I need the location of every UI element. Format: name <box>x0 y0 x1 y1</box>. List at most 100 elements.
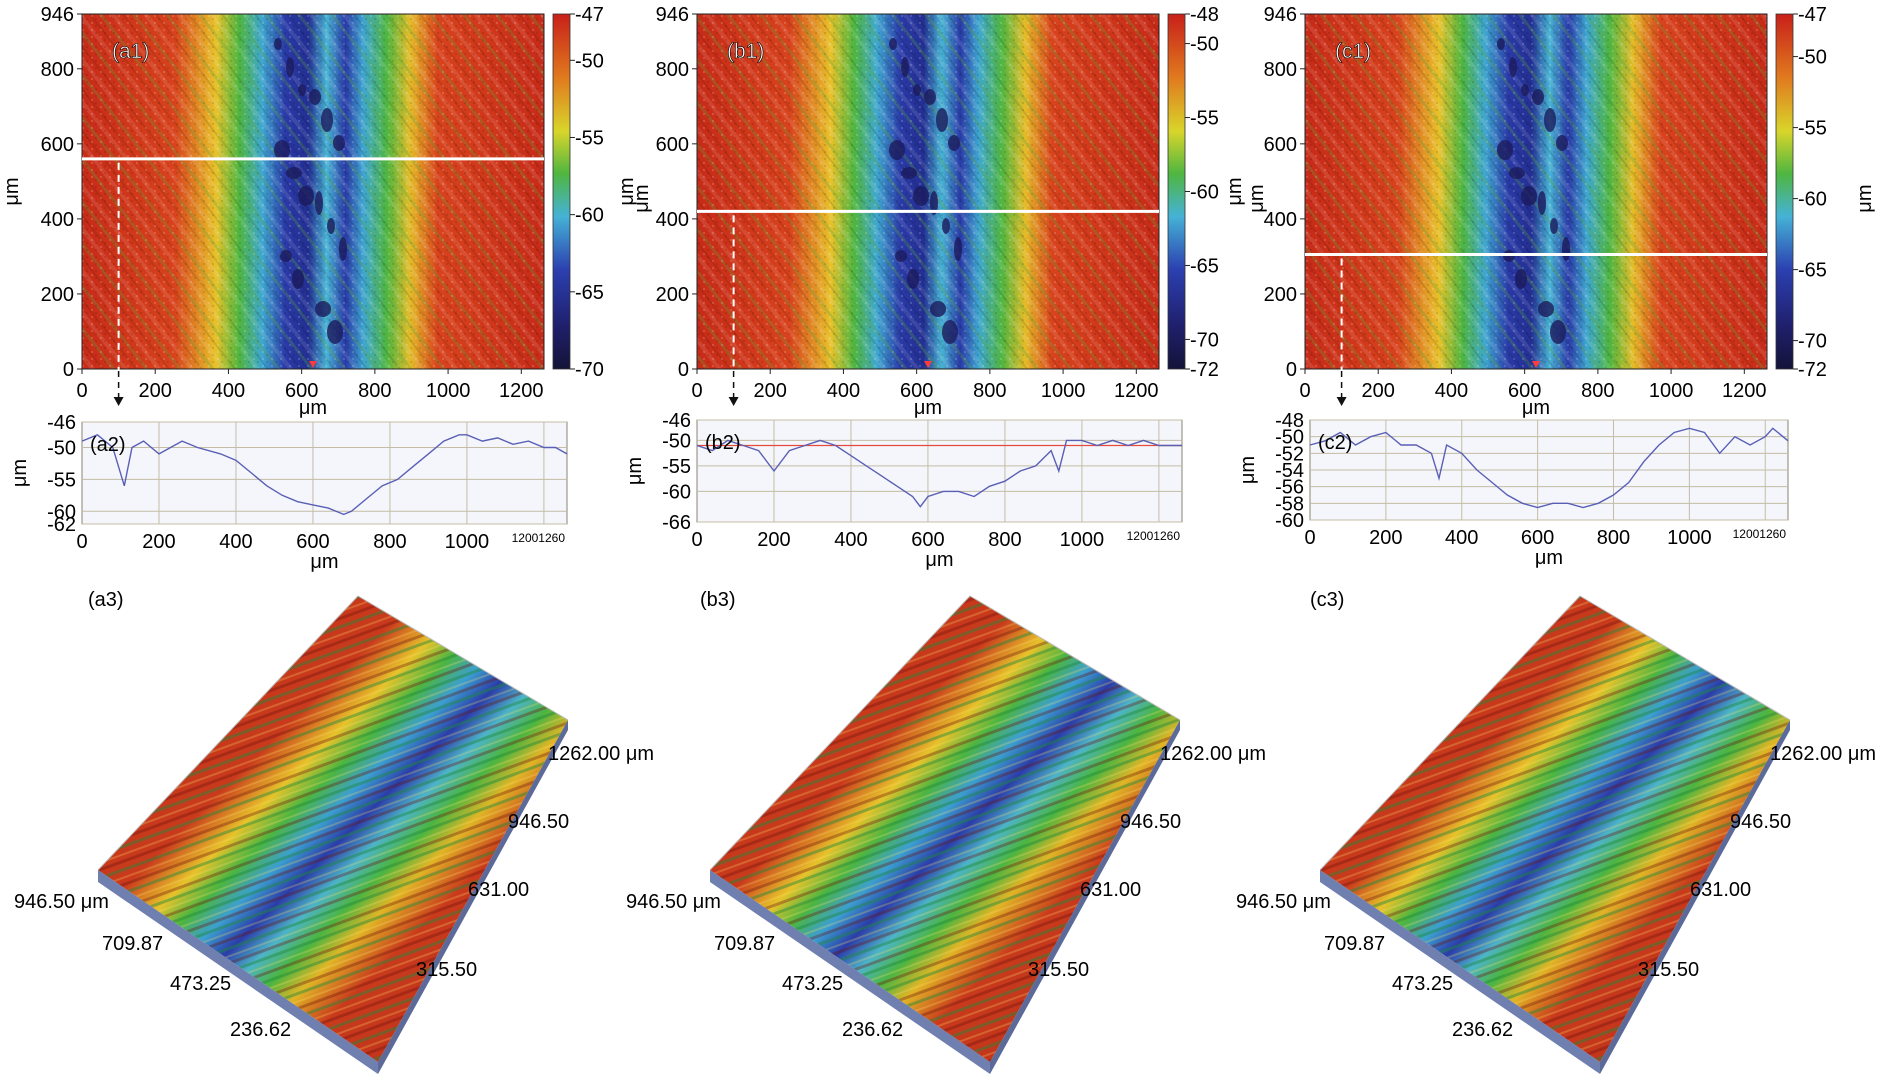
profile-y-tick-label: -66 <box>662 512 691 534</box>
pit-mark <box>948 135 960 151</box>
profile-y-tick-label: -50 <box>1275 427 1304 449</box>
profile-x-tick-label: 800 <box>1597 527 1630 549</box>
surface-left-axis-label: 946.50 μm <box>14 891 109 913</box>
profile-x-axis-label: μm <box>925 549 953 571</box>
profile-y-axis-label: μm <box>624 457 646 485</box>
y-tick-label: 0 <box>1286 359 1297 381</box>
map-frame <box>81 13 545 370</box>
pit-mark <box>913 186 929 206</box>
profile-y-tick-label: -52 <box>1275 443 1304 465</box>
pit-mark <box>889 140 905 160</box>
x-tick-label: 600 <box>1508 380 1541 402</box>
surface-box-edges <box>709 595 1181 871</box>
profile-x-tick-label: 200 <box>757 529 790 551</box>
profile-chart-a: -46 -50 -55 -60-620 200 400 600 800 1000 12001260… <box>9 412 568 573</box>
pit-mark <box>1538 191 1546 215</box>
panel-label: (a3) <box>88 589 124 611</box>
colorbar-c: -47 -50 -55 -60 -65 -70 -72 μm <box>1775 4 1876 381</box>
y-tick-label: 946 <box>41 4 74 26</box>
pit-mark <box>1497 38 1505 50</box>
pit-mark <box>942 218 950 234</box>
pit-mark <box>936 108 948 132</box>
x-tick-label: 0 <box>76 380 87 402</box>
profile-x-end-label: 12001260 <box>1733 527 1787 541</box>
profile-x-axis-label: μm <box>310 551 338 573</box>
y-tick-label: 800 <box>41 59 74 81</box>
y-tick-label: 400 <box>1264 209 1297 231</box>
panel-label: (b1) <box>727 40 764 63</box>
y-tick-label: 400 <box>41 209 74 231</box>
x-tick-label: 0 <box>1299 380 1310 402</box>
x-tick-label: 800 <box>1581 380 1614 402</box>
x-tick-label: 1200 <box>1114 380 1159 402</box>
surface-3d-ridges <box>1320 596 1790 1062</box>
x-tick-label: 1200 <box>499 380 544 402</box>
surface-right-axis-label: 1262.00 μm <box>1770 743 1876 765</box>
pit-mark <box>298 84 306 96</box>
x-tick-label: 1000 <box>1649 380 1694 402</box>
profile-x-tick-label: 1000 <box>1060 529 1105 551</box>
profile-chart-c: -48-50-52-54-56-58-600 200 400 600 800 1000 12… <box>1237 410 1789 569</box>
pit-mark <box>327 320 343 344</box>
surface-right-axis-label: 631.00 <box>1690 879 1751 901</box>
x-tick-label: 800 <box>358 380 391 402</box>
y-tick-label: 800 <box>1264 59 1297 81</box>
pit-mark <box>930 301 946 317</box>
profile-y-tick-label: -46 <box>47 412 76 434</box>
surface-left-axis-label: 236.62 <box>230 1019 291 1041</box>
profile-x-tick-label: 0 <box>76 531 87 553</box>
x-tick-label: 600 <box>285 380 318 402</box>
pit-mark <box>1556 135 1568 151</box>
surface-left-axis-label: 473.25 <box>1392 973 1453 995</box>
panel-label: (c2) <box>1318 432 1352 454</box>
y-axis-label: μm <box>1 177 23 205</box>
surface-box-edges <box>97 595 569 871</box>
pit-mark <box>274 140 290 160</box>
x-tick-label: 800 <box>973 380 1006 402</box>
colorbar-b: -48 -50 -55 -60 -65 -70 -72 μm <box>1167 4 1268 381</box>
pit-mark <box>901 167 917 179</box>
profile-y-tick-label: -60 <box>47 501 76 523</box>
pit-mark <box>1532 89 1544 105</box>
colorbar-gradient <box>1775 13 1794 370</box>
surface-box-edges <box>1319 595 1791 871</box>
colorbar-gradient <box>1167 13 1186 370</box>
profile-plot-area <box>696 419 1183 523</box>
colorbar-tick-label: -50 <box>1190 34 1219 56</box>
surface-left-axis-label: 709.87 <box>714 933 775 955</box>
profile-x-tick-label: 0 <box>691 529 702 551</box>
pit-mark <box>298 186 314 206</box>
surface-right-axis-label: 631.00 <box>1080 879 1141 901</box>
pit-mark <box>1515 269 1527 289</box>
surface-left-axis-label: 236.62 <box>842 1019 903 1041</box>
profile-x-tick-label: 600 <box>296 531 329 553</box>
x-tick-label: 600 <box>900 380 933 402</box>
y-tick-label: 200 <box>41 284 74 306</box>
pit-mark <box>286 57 294 77</box>
surface-base-left <box>98 870 378 1074</box>
profile-x-tick-label: 400 <box>834 529 867 551</box>
surface-base-left <box>710 870 990 1074</box>
colorbar-a: -47 -50 -55 -60 -65 -70 μm <box>552 4 653 381</box>
profile-y-tick-label: -55 <box>662 456 691 478</box>
x-tick-label: 1000 <box>426 380 471 402</box>
y-tick-label: 400 <box>656 209 689 231</box>
colorbar-tick-label: -65 <box>575 282 604 304</box>
pit-mark <box>901 57 909 77</box>
pit-mark <box>339 237 347 261</box>
panel-label: (b2) <box>705 432 741 454</box>
colorbar-tick-label: -50 <box>575 50 604 72</box>
colorbar-tick-label: -50 <box>1798 47 1827 69</box>
x-axis-label: μm <box>299 397 327 419</box>
colorbar-tick-label: -60 <box>1190 182 1219 204</box>
surface-3d-a: (a3) 1262.00 μm 946.50 631.00 315.50 946.50 μ… <box>14 589 654 1074</box>
y-axis-label: μm <box>616 177 638 205</box>
pit-mark <box>321 108 333 132</box>
pit-mark <box>1538 301 1554 317</box>
colorbar-tick-label: -65 <box>1798 260 1827 282</box>
pit-mark <box>1497 140 1513 160</box>
